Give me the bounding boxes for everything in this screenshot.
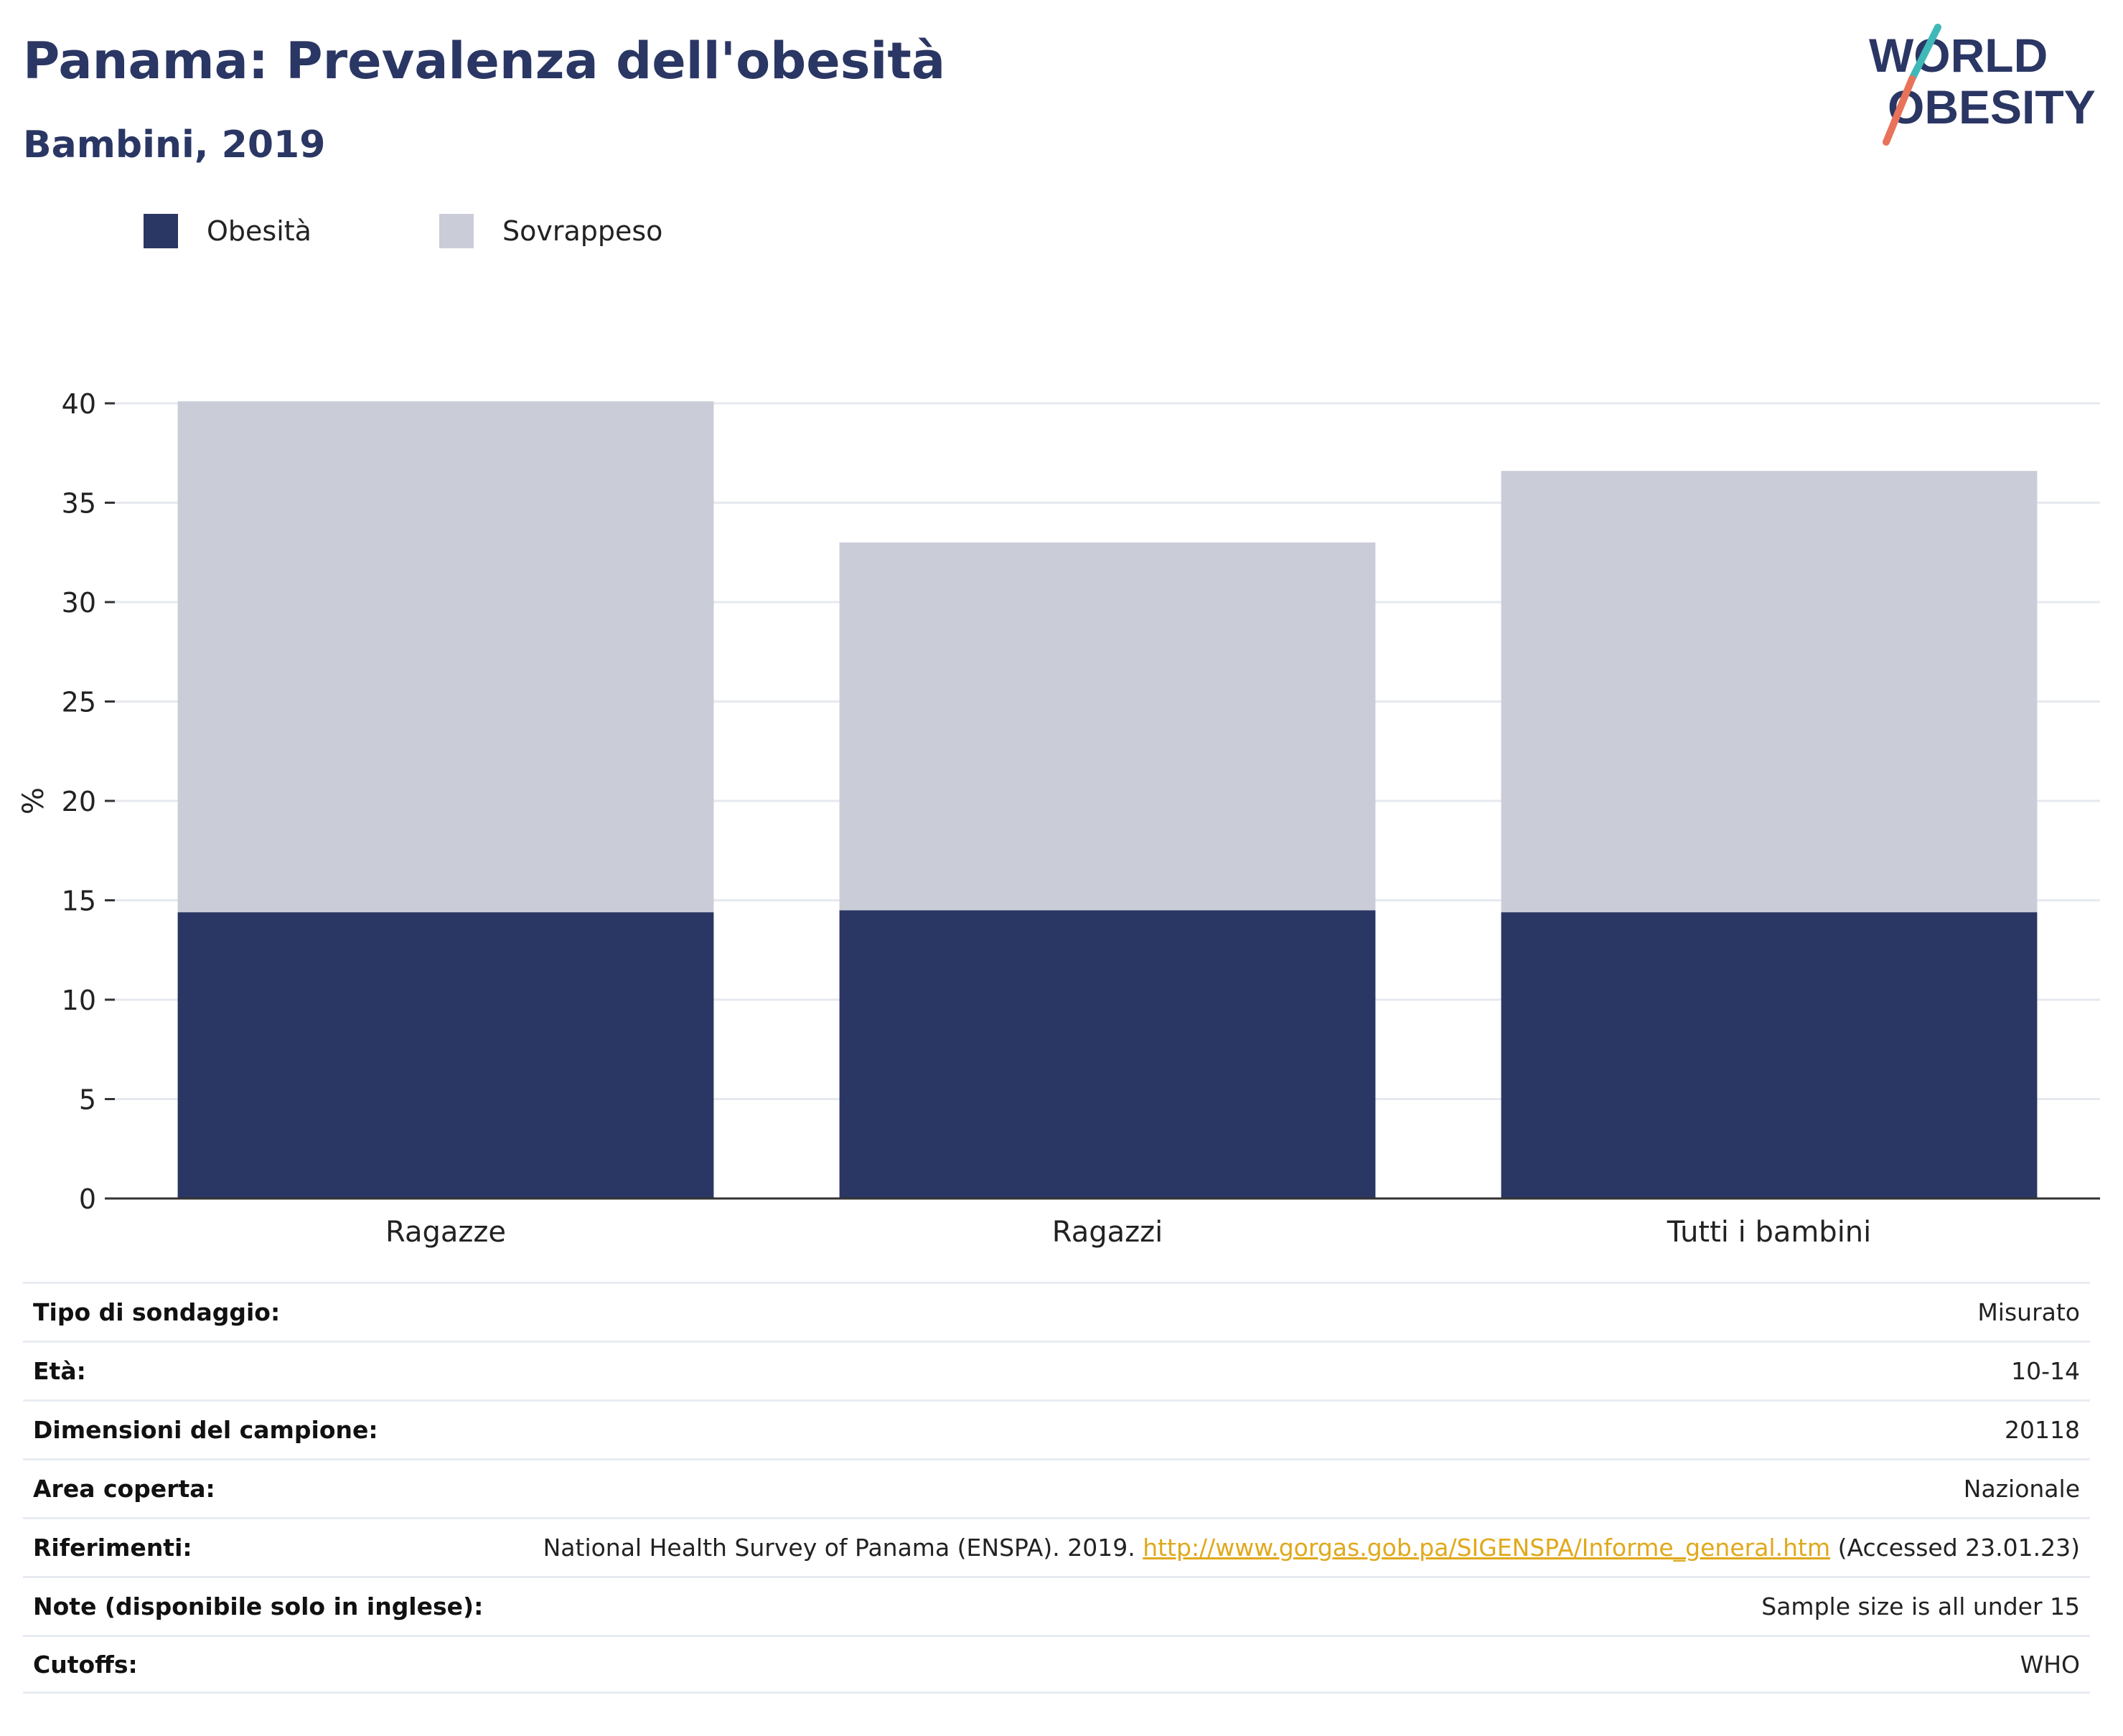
info-label: Riferimenti: <box>33 1534 192 1562</box>
info-label: Note (disponibile solo in inglese): <box>33 1592 484 1620</box>
info-value: WHO <box>2020 1650 2080 1679</box>
legend-label-obesita: Obesità <box>207 215 311 247</box>
info-value: Nazionale <box>1963 1475 2080 1503</box>
logo-slash-coral <box>1883 75 1916 146</box>
info-row-age: Età: 10-14 <box>23 1341 2090 1399</box>
reference-accessed: (Accessed 23.01.23) <box>1830 1534 2080 1562</box>
info-row-notes: Note (disponibile solo in inglese): Samp… <box>23 1576 2090 1635</box>
info-label: Tipo di sondaggio: <box>33 1298 281 1326</box>
info-row-area: Area coperta: Nazionale <box>23 1458 2090 1517</box>
legend-item-sovrappeso[interactable]: Sovrappeso <box>439 212 662 250</box>
legend-swatch-obesita <box>144 214 178 248</box>
x-tick-label: Tutti i bambini <box>1667 1216 1872 1249</box>
bar-obesit-2 <box>1501 912 2038 1198</box>
y-tick-label: 20 <box>62 786 96 817</box>
reference-link[interactable]: http://www.gorgas.gob.pa/SIGENSPA/Inform… <box>1143 1534 1831 1562</box>
y-tick-label: 5 <box>79 1084 96 1116</box>
info-value: 20118 <box>2005 1416 2080 1444</box>
info-label: Dimensioni del campione: <box>33 1416 378 1444</box>
bar-obesit-1 <box>839 910 1376 1198</box>
info-value: Misurato <box>1977 1298 2080 1326</box>
info-row-sample-size: Dimensioni del campione: 20118 <box>23 1399 2090 1458</box>
x-tick-label: Ragazzi <box>1052 1216 1163 1249</box>
info-label: Cutoffs: <box>33 1650 138 1679</box>
legend-swatch-sovrappeso <box>439 214 474 248</box>
logo-text-obesity: OBESITY <box>1888 80 2096 133</box>
reference-text: National Health Survey of Panama (ENSPA)… <box>543 1534 1143 1562</box>
info-value: Sample size is all under 15 <box>1761 1592 2080 1620</box>
bar-sovrappeso-0 <box>177 401 714 913</box>
bar-sovrappeso-1 <box>839 542 1376 911</box>
logo-slash-teal <box>1908 24 1941 83</box>
legend-item-obesita[interactable]: Obesità <box>144 212 311 250</box>
info-row-references: Riferimenti: National Health Survey of P… <box>23 1517 2090 1576</box>
bar-obesit-0 <box>177 912 714 1198</box>
x-tick-label: Ragazze <box>385 1216 506 1249</box>
y-tick-label: 25 <box>62 687 96 718</box>
bar-sovrappeso-2 <box>1501 471 2038 913</box>
chart-subtitle: Bambini, 2019 <box>23 123 326 166</box>
stacked-bar-chart: 0 5 10 15 20 25 30 35 40 Ragazze Ragazzi Tutti i b… <box>17 388 2100 1249</box>
info-value: National Health Survey of Panama (ENSPA)… <box>543 1534 2080 1562</box>
info-row-cutoffs: Cutoffs: WHO <box>23 1635 2090 1694</box>
y-tick-label: 40 <box>62 388 96 420</box>
survey-info-table: Tipo di sondaggio: Misurato Età: 10-14 D… <box>23 1282 2090 1694</box>
x-tick-labels: Ragazze Ragazzi Tutti i bambini <box>385 1216 1871 1249</box>
info-value: 10-14 <box>2011 1357 2080 1385</box>
y-axis-label: % <box>17 787 50 815</box>
y-tick-label: 15 <box>62 886 96 917</box>
y-tick-label: 0 <box>79 1183 96 1215</box>
info-label: Età: <box>33 1357 86 1385</box>
legend-label-sovrappeso: Sovrappeso <box>502 215 663 247</box>
chart-title: Panama: Prevalenza dell'obesità <box>23 32 946 90</box>
info-row-survey-type: Tipo di sondaggio: Misurato <box>23 1282 2090 1341</box>
info-label: Area coperta: <box>33 1475 215 1503</box>
world-obesity-logo: WORLD OBESITY <box>1869 24 2096 146</box>
y-tick-labels: 0 5 10 15 20 25 30 35 40 <box>62 388 115 1215</box>
y-tick-label: 30 <box>62 587 96 619</box>
bars <box>177 401 2038 1198</box>
y-tick-label: 10 <box>62 985 96 1016</box>
logo-text-world: WORLD <box>1869 29 2048 82</box>
y-tick-label: 35 <box>62 488 96 520</box>
